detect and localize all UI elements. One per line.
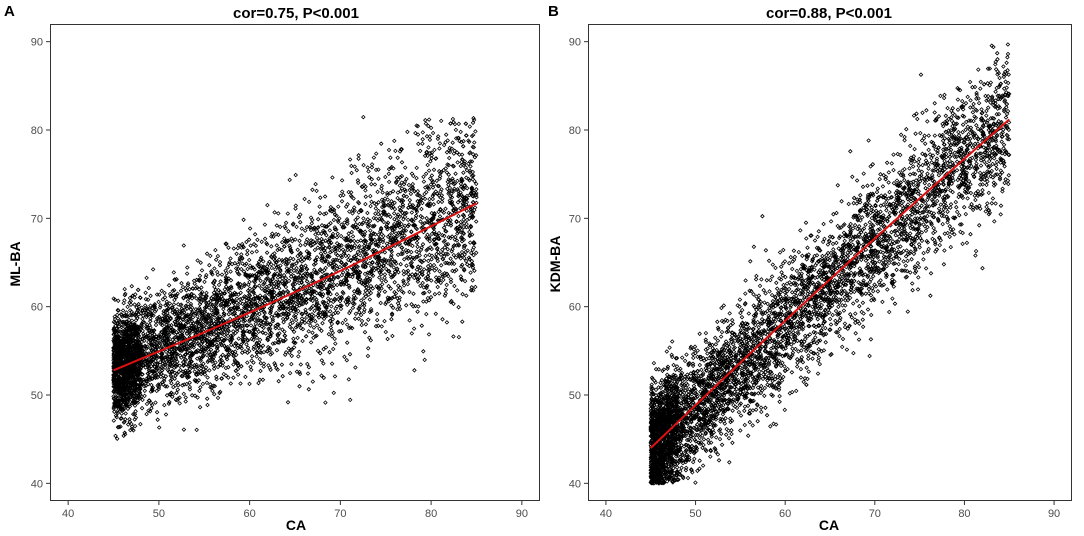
- fit-line-b: [650, 118, 1010, 449]
- y-tick-label: 40: [569, 478, 581, 490]
- x-tick-label: 60: [779, 508, 791, 520]
- plot-frame-a: [50, 24, 540, 501]
- axis-ticks-a: 40 50 60 70 80 90 40 50 60 70 80 90: [31, 37, 528, 520]
- y-tick-label: 90: [31, 37, 43, 49]
- x-tick-label: 40: [62, 508, 74, 520]
- chart-title-a: cor=0.75, P<0.001: [233, 5, 359, 22]
- y-axis-title-b: KDM-BA: [547, 236, 563, 293]
- y-tick-label: 40: [31, 478, 43, 490]
- x-tick-label: 50: [153, 508, 165, 520]
- x-tick-label: 90: [1048, 508, 1060, 520]
- x-axis-title-a: CA: [286, 517, 306, 533]
- y-tick-label: 60: [31, 302, 43, 314]
- plot-frame-b: [588, 24, 1072, 501]
- scatter-point-cloud: [111, 114, 479, 441]
- y-tick-label: 70: [31, 213, 43, 225]
- y-tick-label: 60: [569, 302, 581, 314]
- y-axis-title-a: ML-BA: [7, 241, 23, 286]
- axis-ticks-b: 40 50 60 70 80 90 40 50 60 70 80 90: [569, 37, 1060, 520]
- scatter-points-b: [648, 42, 1012, 486]
- x-tick-label: 90: [516, 508, 528, 520]
- y-tick-label: 80: [569, 125, 581, 137]
- y-tick-label: 50: [569, 390, 581, 402]
- chart-title-b: cor=0.88, P<0.001: [766, 5, 892, 22]
- x-tick-label: 60: [244, 508, 256, 520]
- scatter-point-cloud: [648, 42, 1012, 486]
- scatter-points-a: [111, 114, 479, 441]
- x-tick-label: 70: [869, 508, 881, 520]
- x-tick-label: 70: [334, 508, 346, 520]
- panel-letter-a: A: [4, 3, 15, 20]
- y-tick-label: 50: [31, 390, 43, 402]
- x-tick-label: 40: [600, 508, 612, 520]
- x-axis-title-b: CA: [819, 517, 839, 533]
- x-tick-label: 80: [425, 508, 437, 520]
- panel-b: B cor=0.88, P<0.001 CA KDM-BA 40 50 60 70 80…: [547, 3, 1072, 533]
- x-tick-label: 80: [958, 508, 970, 520]
- fit-line-a: [113, 202, 477, 372]
- y-tick-label: 70: [569, 213, 581, 225]
- panel-a: A cor=0.75, P<0.001 CA ML-BA 40 50 60 70 80 9…: [4, 3, 540, 533]
- y-tick-label: 80: [31, 125, 43, 137]
- panel-letter-b: B: [548, 3, 559, 20]
- x-tick-label: 50: [689, 508, 701, 520]
- y-tick-label: 90: [569, 37, 581, 49]
